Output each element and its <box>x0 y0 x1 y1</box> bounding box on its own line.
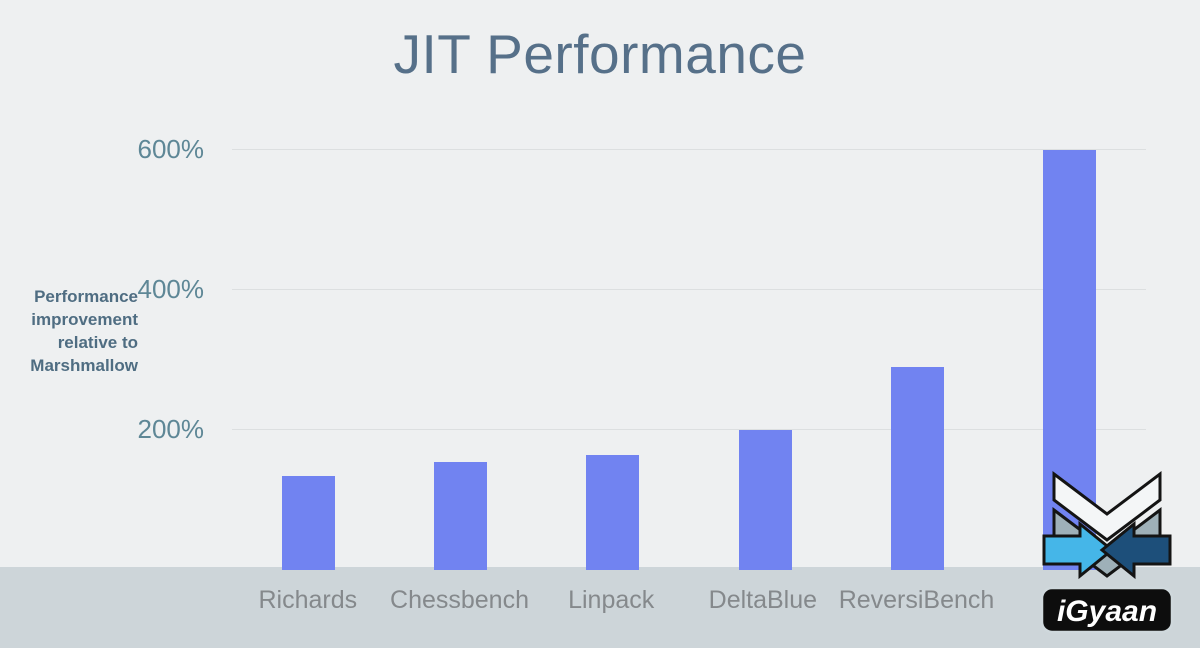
y-axis-label-line: Marshmallow <box>30 355 138 375</box>
y-axis-label: Performance improvement relative to Mars… <box>10 286 138 378</box>
category-label: DeltaBlue <box>708 586 818 614</box>
bar-column <box>841 110 993 570</box>
bar-column <box>232 110 384 570</box>
x-axis-strip <box>0 567 1200 648</box>
igyaan-emblem-icon <box>1042 470 1172 580</box>
igyaan-wordmark: iGyaan <box>1040 586 1174 634</box>
y-axis-label-line: improvement <box>31 309 138 329</box>
bar-column <box>537 110 689 570</box>
y-tick-label: 600% <box>137 134 205 164</box>
bar-richards <box>281 475 335 570</box>
gridline <box>232 429 1146 430</box>
bar-reversibench <box>890 367 944 570</box>
bars <box>232 110 1146 570</box>
igyaan-logo: iGyaan <box>1040 470 1174 634</box>
bar-column <box>384 110 536 570</box>
gridline <box>232 149 1146 150</box>
category-label: Linpack <box>568 586 655 614</box>
category-label: Richards <box>258 586 358 614</box>
bar-linpack <box>586 454 640 570</box>
bar-column <box>689 110 841 570</box>
plot-area <box>232 110 1146 570</box>
category-label: Chessbench <box>390 586 529 614</box>
bar-deltablue <box>738 430 792 570</box>
bar-chessbench <box>433 461 487 570</box>
y-tick-labels: 200% 400% 600% <box>118 110 218 570</box>
igyaan-wordmark-text: iGyaan <box>1057 595 1157 628</box>
gridline <box>232 289 1146 290</box>
category-labels: Richards Chessbench Linpack DeltaBlue Revers… <box>232 586 1146 615</box>
y-axis-label-line: relative to <box>57 332 138 352</box>
y-tick-label: 200% <box>137 414 205 444</box>
y-tick-label: 400% <box>137 274 205 304</box>
y-axis-label-line: Performance <box>34 287 138 306</box>
category-label: ReversiBench <box>838 586 995 614</box>
chart-title: JIT Performance <box>393 23 807 85</box>
